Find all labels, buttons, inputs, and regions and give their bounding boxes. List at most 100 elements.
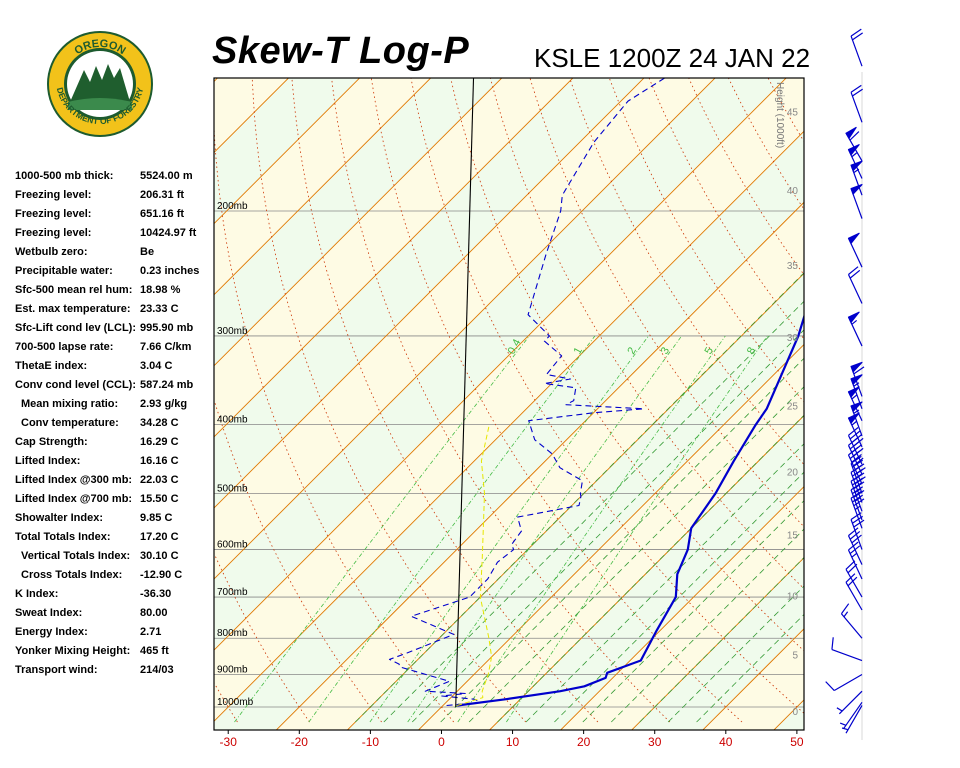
x-tick-label: -20 <box>291 735 309 749</box>
index-row: Transport wind: 214/03 <box>15 662 215 681</box>
barb-full <box>852 494 864 503</box>
barb-half <box>851 319 858 325</box>
wind-barb <box>850 84 864 123</box>
barb-flag <box>847 311 860 324</box>
height-tick-label: 20 <box>787 467 799 478</box>
mixing-ratio-line <box>407 335 682 723</box>
mixing-ratio-line <box>308 335 596 723</box>
index-row: Precipitable water: 0.23 inches <box>15 263 215 282</box>
barb-full <box>852 32 864 41</box>
barb-half <box>853 168 860 174</box>
barb-half <box>851 552 858 558</box>
barb-full <box>850 455 862 464</box>
index-row: Cap Strength: 16.29 C <box>15 434 215 453</box>
index-label: Sfc-Lift cond lev (LCL): <box>15 322 136 334</box>
barb-flag <box>850 160 863 172</box>
barb-staff <box>850 489 863 521</box>
index-value: 206.31 ft <box>140 189 185 201</box>
wind-barb <box>850 183 863 219</box>
index-label: Wetbulb zero: <box>15 246 88 258</box>
barb-half <box>839 722 847 726</box>
height-tick-label: 5 <box>792 650 798 661</box>
barb-full <box>849 131 860 141</box>
barb-full <box>847 576 858 587</box>
x-axis-ticks: -30 -20 -10 0 10 20 30 40 50 <box>220 730 804 749</box>
index-row: Cross Totals Index: -12.90 C <box>15 567 215 586</box>
index-row: Yonker Mixing Height: 465 ft <box>15 643 215 662</box>
height-tick-label: 0 <box>792 707 798 718</box>
isotherm-line <box>214 78 716 580</box>
isotherm-line <box>214 78 503 367</box>
index-row: Lifted Index @700 mb: 15.50 C <box>15 491 215 510</box>
x-tick-label: -10 <box>362 735 380 749</box>
barb-flag <box>850 183 863 196</box>
barb-full <box>853 481 865 490</box>
barb-full <box>850 482 862 491</box>
index-row: Sfc-Lift cond lev (LCL): 995.90 mb <box>15 320 215 339</box>
x-tick-label: -30 <box>220 735 238 749</box>
isotherm-line <box>214 78 787 651</box>
barb-full <box>851 453 862 463</box>
x-tick-label: 40 <box>719 735 733 749</box>
isotherm-line <box>275 201 804 730</box>
pressure-label: 700mb <box>217 587 248 598</box>
mixing-ratio-lines: 0.4 1 2 3 5 8 <box>234 335 768 723</box>
index-label: Mean mixing ratio: <box>21 398 119 410</box>
barb-full <box>850 465 862 473</box>
moist-adiabat <box>468 386 804 723</box>
barb-full <box>849 269 861 279</box>
barb-half <box>854 488 861 494</box>
index-row: Freezing level: 206.31 ft <box>15 187 215 206</box>
wind-barbs <box>825 28 866 734</box>
wind-barb <box>850 28 864 67</box>
logo-top-text: OREGON <box>72 38 127 57</box>
barb-half <box>851 394 858 400</box>
index-row: Energy Index: 2.71 <box>15 624 215 643</box>
index-row: Est. max temperature: 23.33 C <box>15 301 215 320</box>
height-tick-label: 15 <box>787 531 799 542</box>
mixing-ratio-line <box>369 335 649 723</box>
isotherm-line <box>214 78 645 509</box>
barb-full <box>849 545 861 555</box>
index-row: Lifted Index: 16.16 C <box>15 453 215 472</box>
index-label: Yonker Mixing Height: <box>15 645 131 657</box>
index-row: Vertical Totals Index: 30.10 C <box>15 548 215 567</box>
index-value: 16.29 C <box>140 436 179 448</box>
barb-full <box>852 486 864 495</box>
dry-adiabat <box>897 0 960 722</box>
pressure-label: 400mb <box>217 415 248 426</box>
isotherm-line <box>417 343 804 730</box>
height-tick-label: 40 <box>787 186 799 197</box>
barb-half <box>853 409 860 414</box>
moist-adiabat <box>355 272 804 723</box>
index-value: Be <box>140 246 155 258</box>
barb-staff <box>838 690 863 715</box>
isotherm-line <box>214 130 804 722</box>
wind-barb <box>831 637 863 662</box>
wind-barb <box>840 603 863 639</box>
index-value: 30.10 C <box>140 550 179 562</box>
index-row: Total Totals Index: 17.20 C <box>15 529 215 548</box>
index-value: 9.85 C <box>140 512 173 524</box>
isotherm-line <box>560 486 804 730</box>
pressure-labels: 200mb 300mb 400mb 500mb 600mb 700mb 800mb 900mb… <box>217 201 254 708</box>
barb-full <box>853 489 865 498</box>
pressure-label: 200mb <box>217 201 248 212</box>
barb-flag <box>850 374 863 386</box>
barb-staff <box>843 701 863 729</box>
barb-staff <box>845 569 863 598</box>
index-row: Wetbulb zero: Be <box>15 244 215 263</box>
moist-adiabat <box>554 471 804 723</box>
dry-adiabat <box>331 78 671 723</box>
index-label: Lifted Index: <box>15 455 81 467</box>
barb-flag <box>847 144 860 156</box>
x-tick-label: 30 <box>648 735 662 749</box>
parcel-trace <box>455 78 475 708</box>
dry-adiabat <box>789 0 960 722</box>
barb-full <box>850 28 862 37</box>
height-tick-label: 25 <box>787 402 799 413</box>
barb-full <box>831 637 834 650</box>
index-value: 23.33 C <box>140 303 179 315</box>
pressure-label: 300mb <box>217 326 248 337</box>
barb-staff <box>831 649 863 662</box>
